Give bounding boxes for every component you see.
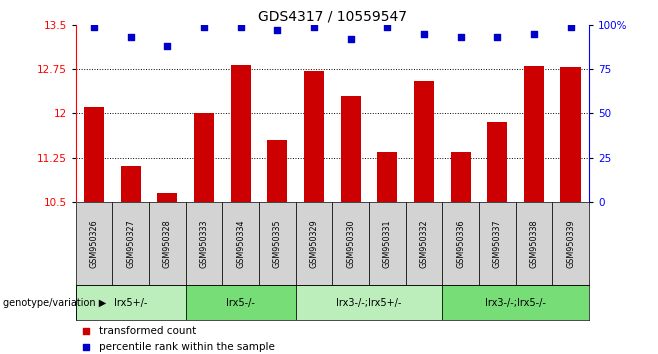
- Bar: [332, 202, 369, 285]
- Bar: [230, 65, 251, 202]
- Point: [382, 24, 393, 29]
- Text: GSM950327: GSM950327: [126, 219, 135, 268]
- Point: [126, 34, 136, 40]
- Bar: [259, 202, 295, 285]
- Bar: [442, 285, 589, 320]
- Bar: [113, 202, 149, 285]
- Point: [272, 27, 282, 33]
- Bar: [186, 202, 222, 285]
- Point: [309, 24, 319, 29]
- Point: [89, 24, 99, 29]
- Text: percentile rank within the sample: percentile rank within the sample: [99, 342, 274, 352]
- Text: GSM950331: GSM950331: [383, 219, 392, 268]
- Point: [455, 34, 466, 40]
- Text: genotype/variation ▶: genotype/variation ▶: [3, 298, 107, 308]
- Bar: [369, 202, 405, 285]
- Bar: [295, 202, 332, 285]
- Bar: [76, 285, 186, 320]
- Text: GSM950339: GSM950339: [566, 219, 575, 268]
- Bar: [451, 152, 470, 202]
- Text: Irx3-/-;Irx5-/-: Irx3-/-;Irx5-/-: [485, 298, 546, 308]
- Text: GSM950330: GSM950330: [346, 219, 355, 268]
- Bar: [84, 107, 104, 202]
- Bar: [377, 152, 397, 202]
- Bar: [157, 193, 178, 202]
- Bar: [120, 166, 141, 202]
- Point: [345, 36, 356, 42]
- Bar: [405, 202, 442, 285]
- Bar: [487, 122, 507, 202]
- Bar: [561, 67, 580, 202]
- Text: GSM950336: GSM950336: [456, 219, 465, 268]
- Text: Irx3-/-;Irx5+/-: Irx3-/-;Irx5+/-: [336, 298, 401, 308]
- Point: [492, 34, 503, 40]
- Point: [528, 31, 539, 36]
- Bar: [194, 113, 214, 202]
- Bar: [267, 140, 288, 202]
- Bar: [295, 285, 442, 320]
- Bar: [149, 202, 186, 285]
- Text: transformed count: transformed count: [99, 326, 196, 336]
- Point: [236, 24, 246, 29]
- Text: GSM950329: GSM950329: [309, 219, 318, 268]
- Bar: [304, 71, 324, 202]
- Point: [418, 31, 429, 36]
- Text: Irx5-/-: Irx5-/-: [226, 298, 255, 308]
- Point: [199, 24, 209, 29]
- Point: [81, 328, 91, 334]
- Point: [81, 344, 91, 350]
- Text: GSM950326: GSM950326: [89, 219, 99, 268]
- Text: GSM950332: GSM950332: [419, 219, 428, 268]
- Text: Irx5+/-: Irx5+/-: [114, 298, 147, 308]
- Bar: [552, 202, 589, 285]
- Bar: [341, 96, 361, 202]
- Text: GSM950334: GSM950334: [236, 219, 245, 268]
- Bar: [524, 66, 544, 202]
- Bar: [76, 202, 113, 285]
- Bar: [222, 202, 259, 285]
- Point: [565, 24, 576, 29]
- Title: GDS4317 / 10559547: GDS4317 / 10559547: [258, 10, 407, 24]
- Text: GSM950333: GSM950333: [199, 219, 209, 268]
- Point: [162, 43, 172, 49]
- Bar: [414, 81, 434, 202]
- Bar: [442, 202, 479, 285]
- Text: GSM950328: GSM950328: [163, 219, 172, 268]
- Bar: [479, 202, 516, 285]
- Bar: [186, 285, 295, 320]
- Bar: [516, 202, 552, 285]
- Text: GSM950338: GSM950338: [530, 219, 538, 268]
- Text: GSM950337: GSM950337: [493, 219, 502, 268]
- Text: GSM950335: GSM950335: [273, 219, 282, 268]
